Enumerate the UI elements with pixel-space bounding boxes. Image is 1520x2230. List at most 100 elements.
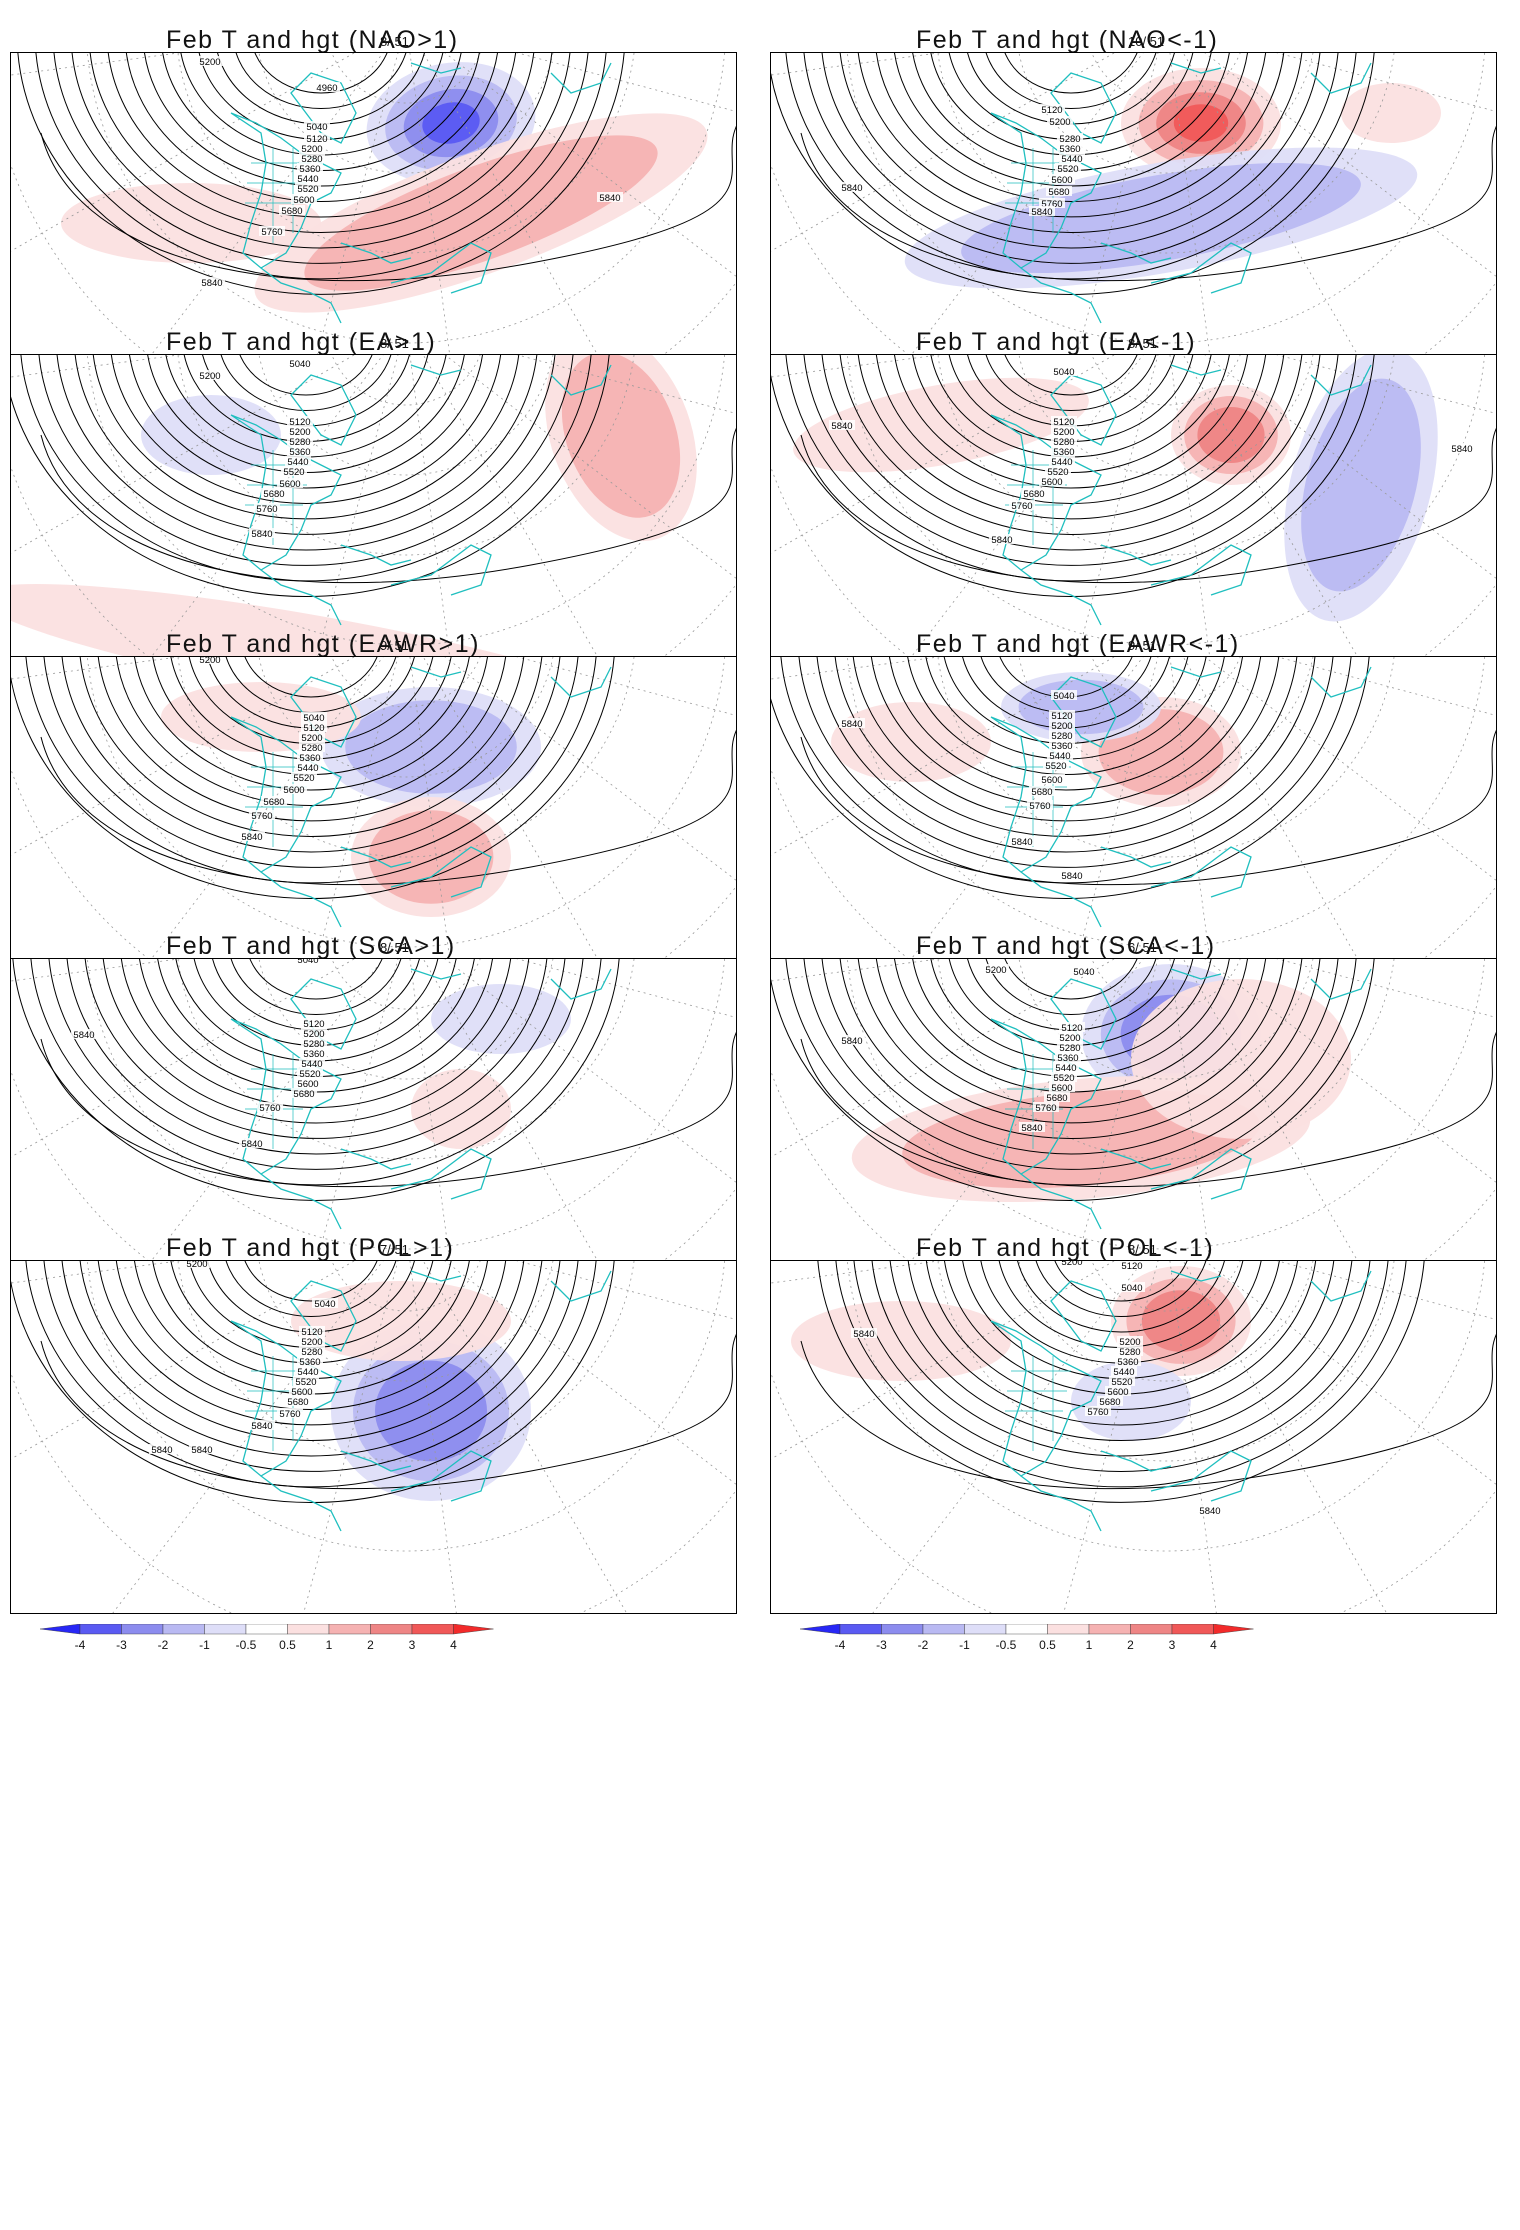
contour-label-bg xyxy=(239,831,265,841)
contour-label-bg xyxy=(989,534,1015,544)
height-contour xyxy=(800,1334,1496,1490)
contour-label-bg xyxy=(1057,133,1083,143)
height-contour xyxy=(889,657,1243,791)
warm-anomaly xyxy=(304,135,658,291)
contour-label: 5520 xyxy=(297,184,318,195)
height-contour xyxy=(254,53,388,94)
sample-count: 7/ 51 xyxy=(380,1242,409,1257)
coastline xyxy=(1100,242,1172,264)
polar-map: 5200504051205200528053605440552056005680… xyxy=(11,1261,736,1613)
map-frame: 5840 5040 5120 5200 5280 5360 5440 5520 5600 5680… xyxy=(770,656,1497,1010)
colorbar-swatch xyxy=(1047,1624,1090,1635)
colorbar-tick-label: 4 xyxy=(450,1638,457,1652)
coastline xyxy=(340,1450,412,1472)
coastline xyxy=(1150,544,1252,596)
coastline xyxy=(1170,666,1222,678)
colorbar-swatch xyxy=(800,1624,841,1635)
contour-label: 5840 xyxy=(251,529,272,540)
sample-count: 8/ 51 xyxy=(1128,1242,1157,1257)
meridian-line xyxy=(422,355,628,707)
contour-label: 5200 xyxy=(303,1029,324,1040)
coastline xyxy=(390,1450,492,1502)
map-panel: Feb T and hgt (EAWR<-1) 9/ 51 5840 5040 5120… xyxy=(760,604,1520,1050)
contour-label-bg xyxy=(257,1102,283,1112)
contour-label: 5840 xyxy=(853,1329,874,1340)
coastline xyxy=(550,62,612,94)
coastline xyxy=(1020,871,1102,928)
height-contour xyxy=(889,1261,1353,1441)
contour-label-bg xyxy=(301,1048,327,1058)
height-contour xyxy=(53,53,589,264)
colorbar-swatch xyxy=(1130,1624,1173,1635)
contour-label-bg xyxy=(1049,1082,1075,1092)
colorbar-tick-label: 2 xyxy=(367,1638,374,1652)
height-contour xyxy=(870,657,1262,806)
coastline xyxy=(410,666,462,678)
height-contour xyxy=(803,53,1339,264)
colorbar-tick-label: -3 xyxy=(876,1638,887,1652)
cold-anomaly xyxy=(1018,679,1144,735)
height-contour xyxy=(800,126,1496,282)
contour-label: 5680 xyxy=(263,797,284,808)
contour-label: 5680 xyxy=(1048,187,1069,198)
coastline xyxy=(390,242,492,294)
colorbar-tick-label: 2 xyxy=(1127,1638,1134,1652)
contour-label-bg xyxy=(1109,1376,1135,1386)
contour-label: 5200 xyxy=(1059,1033,1080,1044)
contour-label: 5440 xyxy=(1061,154,1082,165)
contour-label: 5120 xyxy=(301,1327,322,1338)
contour-label: 5360 xyxy=(299,1357,320,1368)
colorbar-tick-label: 1 xyxy=(325,1638,333,1652)
height-contour xyxy=(115,657,507,806)
contour-label: 5280 xyxy=(1059,134,1080,145)
polar-map: 5200496050405120520052805360544055205600… xyxy=(11,53,736,405)
contour-label: 5840 xyxy=(191,1445,212,1456)
height-contour xyxy=(40,730,736,886)
colorbar-swatch xyxy=(1088,1624,1131,1635)
contour-label-bg xyxy=(287,358,313,368)
contour-label: 5040 xyxy=(297,959,318,966)
coastline xyxy=(1100,544,1172,566)
contour-label-bg xyxy=(1197,1505,1223,1515)
coastline xyxy=(340,544,412,566)
contour-label-bg xyxy=(1049,730,1075,740)
contour-label: 5760 xyxy=(1029,801,1050,812)
height-contour xyxy=(230,959,402,1015)
sample-count: 10/ 51 xyxy=(1128,34,1165,49)
contour-label-bg xyxy=(295,959,321,964)
contour-label: 5600 xyxy=(297,1079,318,1090)
coastline xyxy=(260,569,342,626)
contour-label: 5520 xyxy=(1111,1377,1132,1388)
contour-label: 5040 xyxy=(314,1299,335,1310)
height-contour xyxy=(79,1261,543,1441)
contour-label-bg xyxy=(299,1346,325,1356)
contour-label: 5760 xyxy=(279,1409,300,1420)
contour-label-bg xyxy=(281,466,307,476)
height-contour xyxy=(800,1032,1496,1188)
meridian-line xyxy=(444,53,736,277)
height-contour xyxy=(1004,355,1138,396)
contour-label: 5200 xyxy=(985,965,1006,976)
contour-label: 5760 xyxy=(1087,1407,1108,1418)
colorbar-tick-label: 4 xyxy=(1210,1638,1217,1652)
contour-label-bg xyxy=(261,796,287,806)
height-contour xyxy=(800,730,1496,886)
contour-label: 5120 xyxy=(1053,417,1074,428)
contour-label-bg xyxy=(1027,800,1053,810)
map-frame: 5200 5040 5120 5200 5280 5360 5440 5520 5600 5680… xyxy=(10,1260,737,1614)
height-contour xyxy=(985,53,1157,109)
coastline xyxy=(1170,364,1222,376)
coastline xyxy=(390,846,492,898)
height-contour xyxy=(857,959,1285,1124)
contour-label: 5520 xyxy=(293,773,314,784)
contour-label-bg xyxy=(1059,153,1085,163)
panel-title: Feb T and hgt (NAO<-1) xyxy=(916,26,1219,54)
meridian-line xyxy=(1204,53,1496,277)
contour-label-bg xyxy=(1119,1282,1145,1292)
contour-label-bg xyxy=(1055,1052,1081,1062)
polar-map: 5200 512050405840520052805360544055205600… xyxy=(771,1261,1496,1613)
contour-label-bg xyxy=(299,732,325,742)
height-contour xyxy=(25,1261,597,1488)
contour-label: 5840 xyxy=(1031,207,1052,218)
height-contour xyxy=(800,428,1496,584)
